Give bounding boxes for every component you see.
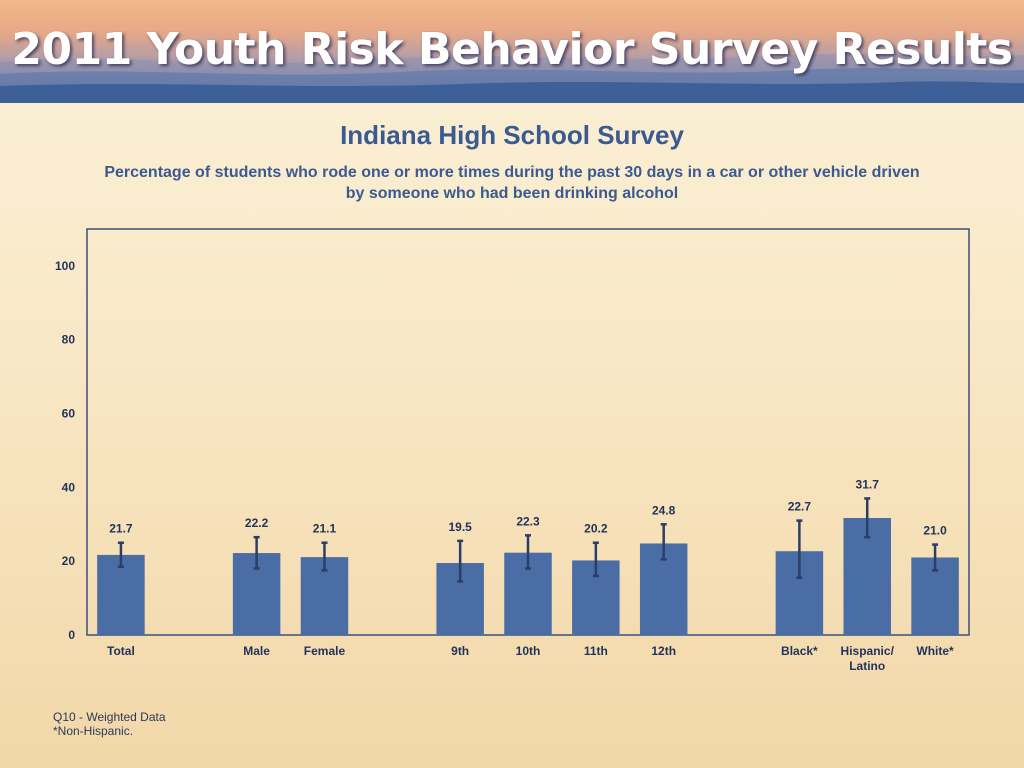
x-tick-label: Male xyxy=(243,644,270,658)
data-label: 22.7 xyxy=(788,500,812,514)
y-tick-label: 80 xyxy=(62,333,76,347)
chart-subtitle: Percentage of students who rode one or m… xyxy=(72,162,952,204)
data-label: 22.3 xyxy=(516,514,540,528)
data-label: 22.2 xyxy=(245,516,269,530)
x-tick-label: Total xyxy=(107,644,135,658)
y-tick-label: 20 xyxy=(62,554,76,568)
data-label: 21.0 xyxy=(923,524,947,538)
data-label: 21.7 xyxy=(109,522,133,536)
footnote-weighted-data: Q10 - Weighted Data xyxy=(53,710,166,724)
x-tick-label: 12th xyxy=(651,644,676,658)
data-label: 31.7 xyxy=(856,477,880,491)
chart-subtitle-line-2: by someone who had been drinking alcohol xyxy=(345,185,679,202)
y-tick-label: 40 xyxy=(62,480,76,494)
x-tick-label: 10th xyxy=(516,644,541,658)
chart-title: Indiana High School Survey xyxy=(340,120,684,150)
x-tick-label: White* xyxy=(916,644,954,658)
x-tick-label: Hispanic/ xyxy=(841,644,895,658)
footnotes: Q10 - Weighted Data *Non-Hispanic. xyxy=(53,710,166,738)
y-tick-label: 100 xyxy=(55,259,75,273)
chart-subtitle-line-1: Percentage of students who rode one or m… xyxy=(104,164,920,181)
banner-title: 2011 Youth Risk Behavior Survey Results xyxy=(11,24,1013,75)
x-tick-label: 11th xyxy=(584,644,608,658)
x-tick-label: Black* xyxy=(781,644,818,658)
footnote-non-hispanic: *Non-Hispanic. xyxy=(53,724,134,738)
landscape-illustration xyxy=(0,53,1024,103)
data-label: 19.5 xyxy=(448,520,472,534)
bar xyxy=(97,554,145,635)
data-label: 21.1 xyxy=(313,522,337,536)
y-tick-label: 60 xyxy=(62,407,76,421)
data-label: 20.2 xyxy=(584,522,608,536)
x-tick-label: 9th xyxy=(451,644,469,658)
x-tick-label: Female xyxy=(304,644,346,658)
header-banner: 2011 Youth Risk Behavior Survey Results xyxy=(0,0,1024,103)
data-label: 24.8 xyxy=(652,503,676,517)
y-tick-label: 0 xyxy=(68,628,75,642)
x-tick-label: Latino xyxy=(849,659,885,673)
